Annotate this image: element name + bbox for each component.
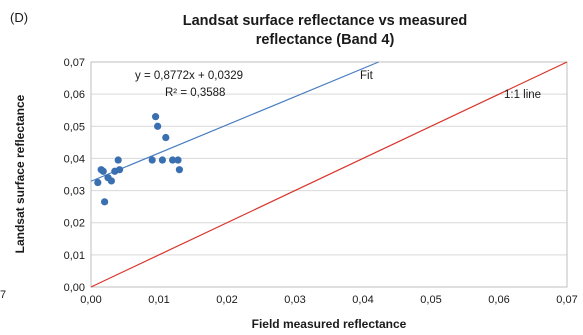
reference-lines (90, 61, 568, 288)
x-tick-label: 0,07 (556, 294, 577, 306)
data-point (162, 133, 170, 142)
data-point (115, 166, 124, 174)
x-tick-label: 0,03 (284, 294, 305, 306)
one-to-one-label: 1:1 line (504, 89, 541, 101)
edge-mark: 7 (0, 289, 6, 301)
panel-label: (D) (10, 10, 28, 25)
y-axis-ticks: 0,00 0,01 0,02 0,03 0,04 0,05 0,06 0,07 (64, 57, 85, 294)
fit-equation: y = 0,8772x + 0,0329 (135, 70, 243, 82)
y-axis-label: Landsat surface reflectance (13, 94, 27, 253)
data-point (148, 156, 156, 164)
data-point (174, 156, 182, 164)
x-tick-label: 0,06 (488, 294, 509, 306)
y-tick-label: 0,00 (64, 282, 85, 294)
data-point (158, 156, 166, 164)
y-tick-label: 0,07 (64, 57, 85, 69)
plot-frame (90, 61, 568, 288)
fit-line-label: Fit (360, 70, 374, 82)
data-point (94, 178, 102, 187)
fit-line (90, 61, 379, 182)
one-to-one-line (90, 61, 568, 288)
data-point (107, 177, 115, 185)
x-tick-label: 0,04 (352, 294, 373, 306)
y-tick-label: 0,03 (64, 186, 85, 198)
chart-title-line-1: Landsat surface reflectance vs measured (183, 13, 468, 29)
chart-title-line-2: reflectance (Band 4) (256, 32, 395, 48)
data-point (175, 166, 183, 174)
x-tick-label: 0,05 (420, 294, 441, 306)
data-point (114, 156, 122, 164)
data-point (154, 122, 162, 130)
data-point (169, 156, 177, 164)
y-tick-label: 0,02 (64, 218, 85, 230)
y-tick-label: 0,06 (64, 89, 85, 101)
y-tick-label: 0,01 (64, 250, 85, 262)
data-point (152, 113, 160, 121)
data-point (99, 167, 107, 175)
y-tick-label: 0,04 (64, 153, 85, 165)
data-point (101, 198, 109, 206)
x-axis-ticks: 0,00 0,01 0,02 0,03 0,04 0,05 0,06 0,07 (80, 294, 577, 306)
data-points (94, 113, 183, 206)
y-tick-label: 0,05 (64, 121, 85, 133)
x-tick-label: 0,02 (216, 294, 237, 306)
x-axis-label: Field measured reflectance (252, 317, 407, 331)
x-tick-label: 0,01 (148, 294, 169, 306)
fit-r-squared: R² = 0,3588 (165, 87, 225, 99)
x-tick-label: 0,00 (80, 294, 101, 306)
